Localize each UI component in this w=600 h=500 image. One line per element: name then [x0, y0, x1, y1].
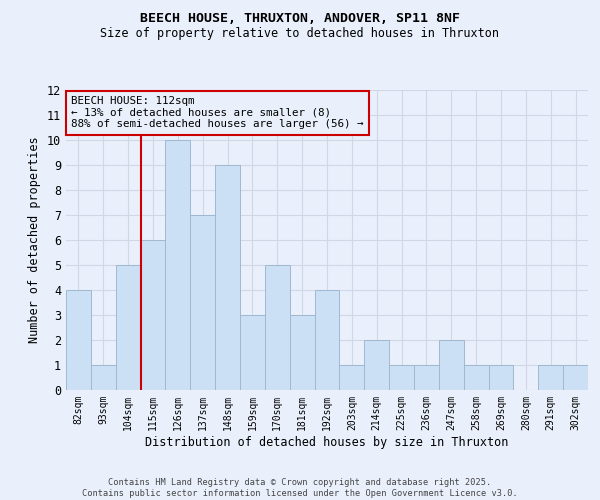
Bar: [464, 365, 488, 390]
Text: BEECH HOUSE, THRUXTON, ANDOVER, SP11 8NF: BEECH HOUSE, THRUXTON, ANDOVER, SP11 8NF: [140, 12, 460, 26]
Text: Size of property relative to detached houses in Thruxton: Size of property relative to detached ho…: [101, 28, 499, 40]
Text: BEECH HOUSE: 112sqm
← 13% of detached houses are smaller (8)
88% of semi-detache: BEECH HOUSE: 112sqm ← 13% of detached ho…: [71, 96, 364, 129]
Bar: [116, 265, 140, 390]
Bar: [563, 365, 588, 390]
X-axis label: Distribution of detached houses by size in Thruxton: Distribution of detached houses by size …: [145, 436, 509, 448]
Text: Contains HM Land Registry data © Crown copyright and database right 2025.
Contai: Contains HM Land Registry data © Crown c…: [82, 478, 518, 498]
Bar: [240, 315, 265, 390]
Bar: [314, 290, 340, 390]
Bar: [91, 365, 116, 390]
Bar: [290, 315, 314, 390]
Bar: [538, 365, 563, 390]
Bar: [340, 365, 364, 390]
Bar: [190, 215, 215, 390]
Bar: [414, 365, 439, 390]
Bar: [140, 240, 166, 390]
Bar: [488, 365, 514, 390]
Y-axis label: Number of detached properties: Number of detached properties: [28, 136, 41, 344]
Bar: [364, 340, 389, 390]
Bar: [439, 340, 464, 390]
Bar: [389, 365, 414, 390]
Bar: [265, 265, 290, 390]
Bar: [66, 290, 91, 390]
Bar: [166, 140, 190, 390]
Bar: [215, 165, 240, 390]
